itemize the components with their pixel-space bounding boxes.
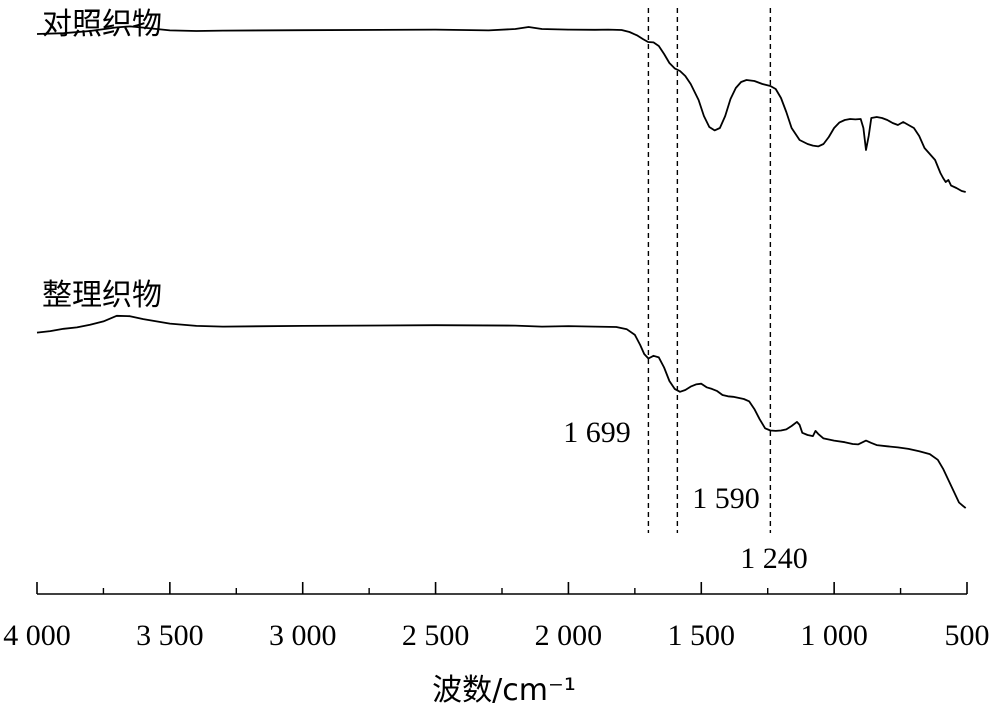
x-axis-title: 波数/cm⁻¹ [432, 673, 576, 708]
series-label: 整理织物 [42, 278, 162, 313]
x-tick-label: 2 000 [535, 619, 603, 652]
x-tick-label: 3 500 [136, 619, 204, 652]
peak-label: 1 590 [692, 482, 760, 515]
series-line-2 [36, 314, 967, 509]
x-tick-label: 1 000 [800, 619, 868, 652]
x-tick-label: 1 500 [668, 619, 736, 652]
series-line-1 [36, 25, 966, 193]
x-axis: 4 000 3 500 3 000 2 500 2 000 1 500 1 000 500 [3, 582, 990, 652]
x-tick-label: 4 000 [3, 619, 71, 652]
x-tick-label: 3 000 [269, 619, 337, 652]
x-tick-label: 2 500 [402, 619, 470, 652]
series-group [36, 25, 967, 509]
reference-lines: 1 699 1 590 1 240 [563, 8, 808, 575]
peak-label: 1 699 [563, 416, 631, 449]
x-tick-label: 500 [945, 619, 990, 652]
series-label: 对照织物 [42, 7, 162, 42]
peak-label: 1 240 [740, 542, 808, 575]
